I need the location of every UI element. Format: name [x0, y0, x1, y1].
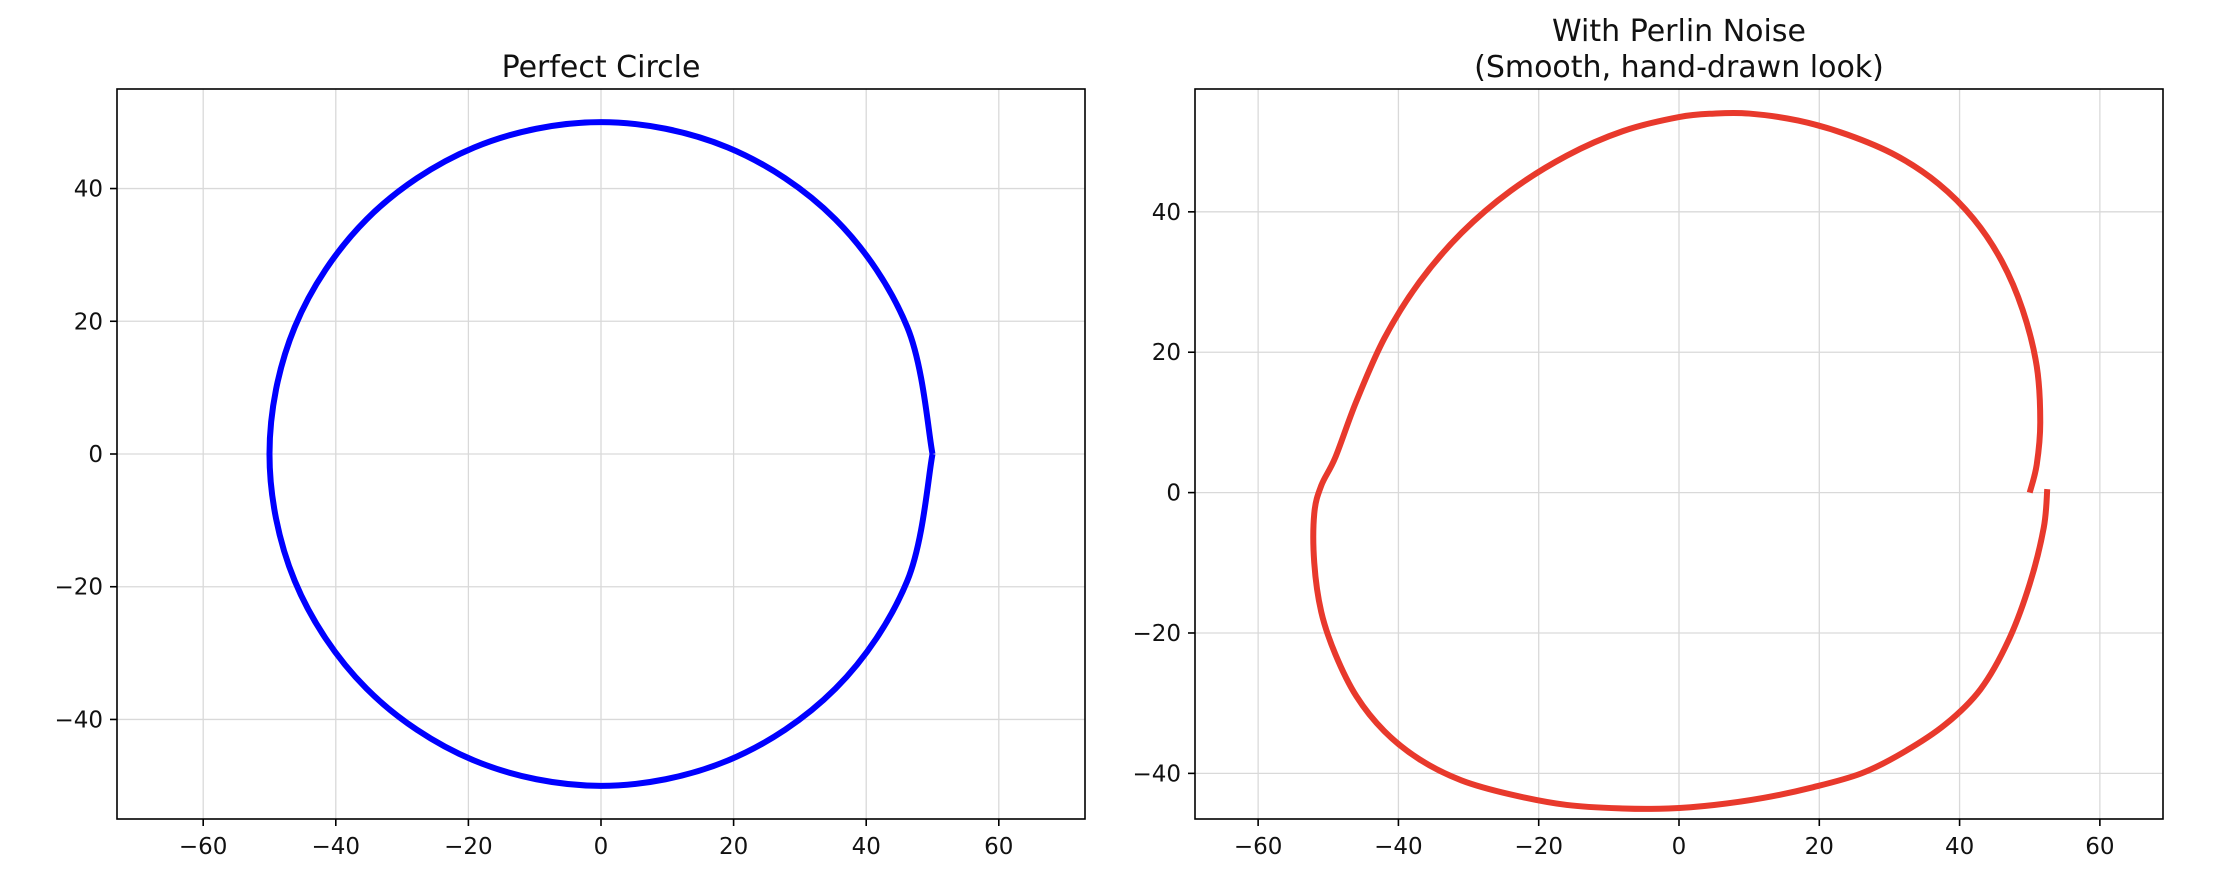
- chart-title-line-0: With Perlin Noise: [1552, 14, 1806, 49]
- y-tick-label: −40: [1132, 761, 1181, 787]
- chart-title: With Perlin Noise (Smooth, hand-drawn loo…: [1474, 14, 1884, 85]
- x-tick-label: 60: [2085, 834, 2114, 860]
- y-tick-label: −40: [54, 707, 103, 733]
- x-tick-label: −20: [444, 834, 493, 860]
- x-tick-label: 40: [1945, 834, 1974, 860]
- x-tick-label: 0: [1672, 834, 1687, 860]
- x-tick-label: 0: [594, 834, 609, 860]
- y-tick-label: 20: [74, 309, 103, 335]
- x-tick-label: −60: [179, 834, 228, 860]
- y-tick-label: 20: [1152, 340, 1181, 366]
- chart-title-line-1: (Smooth, hand-drawn look): [1474, 50, 1884, 85]
- y-tick-label: 0: [1166, 481, 1181, 507]
- y-tick-label: −20: [54, 575, 103, 601]
- series-line-0-0: [266, 119, 936, 789]
- series-line-1-0: [1310, 109, 2051, 812]
- chart-panel-perlin-noise: −60 −40 −20 0 20 40 60 −40 −20 0 20 40 With Perlin N…: [1132, 14, 2164, 860]
- chart-title-line-0: Perfect Circle: [502, 50, 701, 85]
- x-tick-label: −60: [1234, 834, 1283, 860]
- x-tick-label: 60: [984, 834, 1013, 860]
- chart-panel-perfect-circle: −60 −40 −20 0 20 40 60 −40 −20 0 20 40 Perfect Circl…: [54, 50, 1086, 860]
- y-tick-label: 40: [1152, 200, 1181, 226]
- x-tick-label: −40: [1374, 834, 1423, 860]
- x-tick-label: 40: [852, 834, 881, 860]
- chart-title: Perfect Circle: [502, 50, 701, 85]
- y-tick-label: −20: [1132, 621, 1181, 647]
- x-tick-label: −40: [312, 834, 361, 860]
- y-tick-label: 40: [74, 177, 103, 203]
- x-tick-label: −20: [1514, 834, 1563, 860]
- y-tick-label: 0: [88, 442, 103, 468]
- x-tick-label: 20: [1805, 834, 1834, 860]
- x-tick-label: 20: [719, 834, 748, 860]
